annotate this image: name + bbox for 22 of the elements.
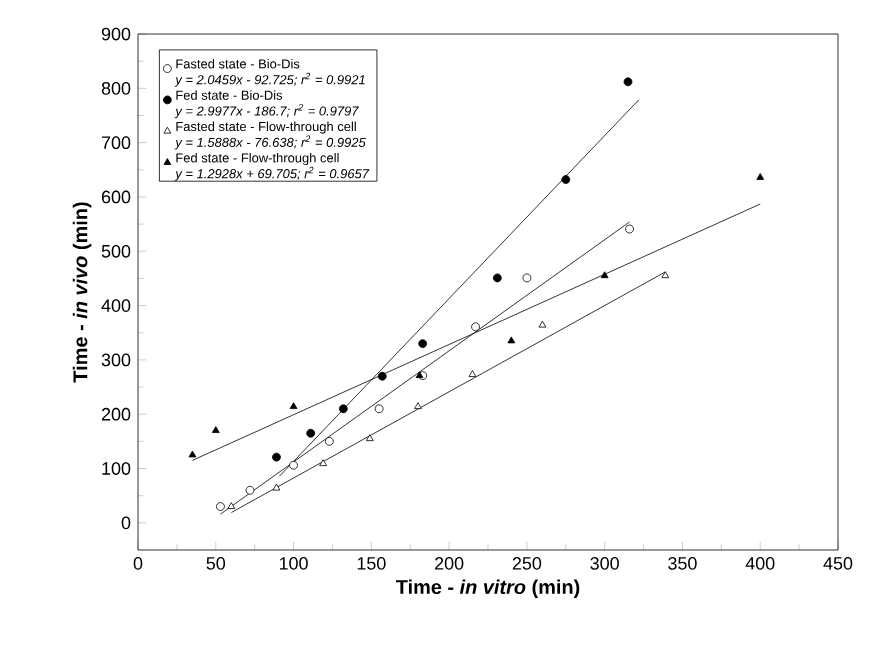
y-tick-label: 0: [121, 516, 131, 530]
y-tick-label: 500: [101, 244, 131, 258]
x-axis-title: Time - in vitro (min): [395, 579, 580, 598]
x-tick-label: 200: [435, 557, 464, 570]
x-tick-label: 400: [745, 557, 775, 570]
x-tick-label: 250: [512, 557, 542, 570]
y-tick-label: 600: [101, 190, 131, 204]
y-tick-label: 300: [101, 353, 131, 367]
x-tick-label: 150: [357, 557, 386, 570]
y-tick-label: 800: [101, 81, 131, 95]
y-tick-label: 200: [101, 407, 131, 421]
y-tick-label: 100: [102, 462, 131, 475]
y-tick-label: 900: [101, 27, 131, 41]
x-tick-label: 300: [590, 557, 619, 570]
x-tick-label: 0: [133, 557, 143, 570]
y-tick-label: 400: [101, 299, 131, 312]
x-tick-label: 350: [668, 557, 697, 570]
y-tick-label: 700: [101, 136, 131, 150]
y-axis-title: Time - in vivo (min): [72, 202, 92, 383]
x-tick-label: 450: [823, 557, 853, 570]
x-tick-label: 100: [279, 557, 308, 570]
x-tick-label: 50: [206, 557, 226, 570]
